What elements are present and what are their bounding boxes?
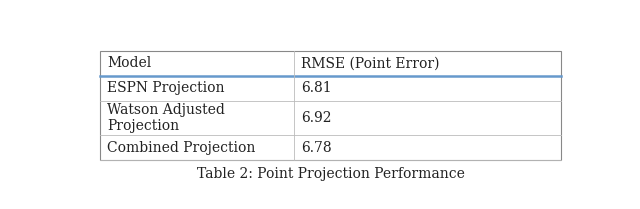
Text: ESPN Projection: ESPN Projection: [108, 81, 225, 95]
Text: Watson Adjusted
Projection: Watson Adjusted Projection: [108, 103, 225, 133]
Text: RMSE (Point Error): RMSE (Point Error): [301, 56, 440, 70]
Text: 6.92: 6.92: [301, 111, 332, 125]
Text: Table 2: Point Projection Performance: Table 2: Point Projection Performance: [196, 167, 465, 181]
Text: 6.78: 6.78: [301, 141, 332, 155]
Text: Combined Projection: Combined Projection: [108, 141, 255, 155]
Text: 6.81: 6.81: [301, 81, 332, 95]
Bar: [100, 51, 561, 160]
Text: Model: Model: [108, 56, 152, 70]
